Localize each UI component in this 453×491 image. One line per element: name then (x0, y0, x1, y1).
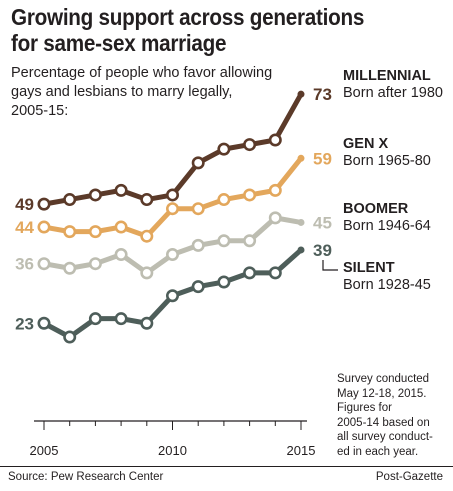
gen-x-point-2012 (217, 193, 231, 207)
gen-x-point-2013 (243, 188, 257, 202)
boomer-point-2011 (191, 238, 205, 252)
x-tick-label-2005: 2005 (30, 443, 59, 458)
x-tick-label-2015: 2015 (287, 443, 316, 458)
silent-point-2009 (140, 316, 154, 330)
millennial-point-2011 (191, 156, 205, 170)
millennial-point-2015 (297, 90, 305, 98)
chart-subtitle: Percentage of people who favor allowing … (11, 64, 311, 121)
boomer-line (41, 215, 304, 276)
millennial-point-2009 (140, 193, 154, 207)
boomer-point-2014 (268, 211, 282, 225)
boomer-start-label: 36 (15, 255, 34, 274)
millennial-start-label: 49 (15, 195, 34, 214)
footer-divider (0, 466, 453, 467)
silent-point-2005 (37, 316, 51, 330)
gen-x-point-2014 (268, 183, 282, 197)
publisher-credit: Post-Gazette (375, 471, 443, 483)
title-line-2: for same-sex marriage (11, 30, 227, 56)
silent-point-2011 (191, 280, 205, 294)
gen-x-born-label: Born 1965-80 (343, 153, 431, 169)
note-line-2: May 12-18, 2015. (337, 387, 427, 400)
millennial-point-2006 (63, 193, 77, 207)
gen-x-start-label: 44 (15, 218, 34, 237)
silent-name-label: SILENT (343, 260, 395, 276)
silent-end-label: 39 (313, 241, 332, 260)
millennial-name-label: MILLENNIAL (343, 68, 431, 84)
millennial-point-2013 (243, 138, 257, 152)
boomer-born-label: Born 1946-64 (343, 218, 431, 234)
silent-born-label: Born 1928-45 (343, 277, 431, 293)
silent-leader-line (322, 259, 338, 271)
silent-point-2010 (166, 289, 180, 303)
note-line-5: all survey conduct- (337, 431, 433, 443)
millennial-point-2014 (268, 133, 282, 147)
gen-x-point-2011 (191, 202, 205, 216)
boomer-point-2013 (243, 234, 257, 248)
millennial-end-label: 73 (313, 85, 332, 104)
gen-x-point-2007 (88, 225, 102, 239)
silent-point-2008 (114, 312, 128, 326)
chart-title: Growing support across generations for s… (11, 4, 407, 56)
subtitle-line-2: gays and lesbians to marry legally, (11, 84, 233, 100)
millennial-point-2008 (114, 183, 128, 197)
millennial-point-2005 (37, 197, 51, 211)
silent-point-2007 (88, 312, 102, 326)
subtitle-line-1: Percentage of people who favor allowing (11, 65, 273, 81)
x-tick-label-2010: 2010 (158, 443, 187, 458)
note-line-6: ed in each year. (337, 445, 419, 458)
boomer-point-2009 (140, 266, 154, 280)
gen-x-point-2005 (37, 220, 51, 234)
silent-point-2015 (297, 246, 305, 254)
gen-x-name-label: GEN X (343, 136, 388, 152)
boomer-point-2012 (217, 234, 231, 248)
boomer-end-label: 45 (313, 213, 332, 232)
boomer-point-2007 (88, 257, 102, 271)
silent-point-2012 (217, 275, 231, 289)
boomer-point-2008 (114, 248, 128, 262)
millennial-born-label: Born after 1980 (343, 85, 443, 101)
silent-point-2013 (243, 266, 257, 280)
boomer-point-2006 (63, 261, 77, 275)
gen-x-point-2010 (166, 202, 180, 216)
silent-point-2014 (268, 266, 282, 280)
note-line-1: Survey conducted (337, 373, 430, 385)
gen-x-point-2008 (114, 220, 128, 234)
survey-note: Survey conducted May 12-18, 2015. Figure… (337, 372, 449, 459)
boomer-name-label: BOOMER (343, 201, 409, 217)
note-line-3: Figures for (337, 402, 392, 414)
gen-x-point-2006 (63, 225, 77, 239)
boomer-point-2015 (297, 218, 305, 226)
source-credit: Source: Pew Research Center (8, 471, 164, 483)
gen-x-point-2009 (140, 229, 154, 243)
millennial-point-2007 (88, 188, 102, 202)
silent-start-label: 23 (15, 314, 34, 333)
gen-x-point-2015 (297, 154, 305, 162)
gen-x-end-label: 59 (313, 149, 332, 168)
boomer-point-2005 (37, 257, 51, 271)
silent-point-2006 (63, 330, 77, 344)
millennial-point-2010 (166, 188, 180, 202)
millennial-line (41, 91, 304, 207)
boomer-point-2010 (166, 248, 180, 262)
note-line-4: 2005-14 based on (337, 416, 430, 429)
subtitle-line-3: 2005-15: (11, 103, 69, 119)
title-line-1: Growing support across generations (11, 4, 365, 30)
millennial-point-2012 (217, 142, 231, 156)
